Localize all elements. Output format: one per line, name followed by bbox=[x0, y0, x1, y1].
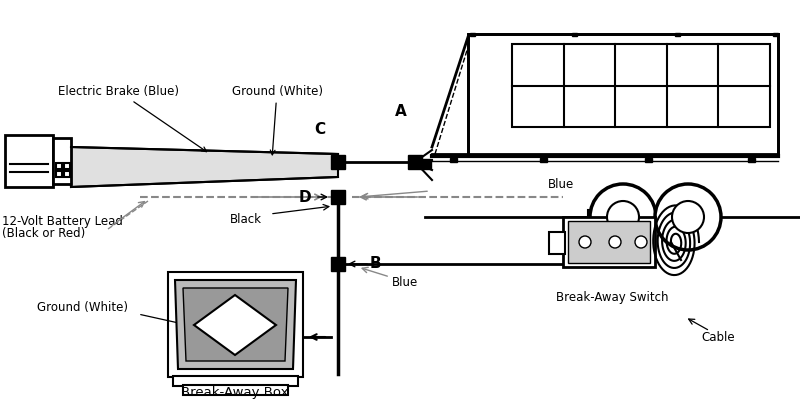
Bar bbox=[173, 376, 298, 386]
Bar bbox=[56, 172, 62, 177]
Bar bbox=[549, 232, 565, 254]
Bar bbox=[421, 160, 431, 170]
Text: Blue: Blue bbox=[548, 177, 574, 190]
Text: C: C bbox=[314, 122, 326, 137]
Bar bbox=[675, 34, 680, 37]
Polygon shape bbox=[175, 280, 296, 369]
Circle shape bbox=[607, 202, 639, 233]
Circle shape bbox=[655, 185, 721, 250]
Bar bbox=[64, 164, 70, 170]
Circle shape bbox=[672, 202, 704, 233]
Bar bbox=[540, 159, 547, 162]
Bar bbox=[588, 211, 716, 222]
Text: Electric Brake (Blue): Electric Brake (Blue) bbox=[58, 85, 206, 152]
Bar bbox=[773, 34, 778, 37]
Bar bbox=[568, 222, 650, 263]
Bar bbox=[56, 164, 62, 170]
Bar bbox=[408, 156, 422, 170]
Bar bbox=[64, 172, 70, 177]
Circle shape bbox=[635, 237, 647, 248]
Bar bbox=[645, 159, 652, 162]
Text: D: D bbox=[298, 190, 311, 205]
Polygon shape bbox=[71, 148, 338, 188]
Bar bbox=[53, 139, 71, 185]
Text: A: A bbox=[395, 104, 407, 119]
Bar bbox=[512, 45, 770, 128]
Bar bbox=[5, 136, 53, 188]
Text: Blue: Blue bbox=[392, 275, 418, 288]
Text: Ground (White): Ground (White) bbox=[37, 301, 128, 314]
Text: B: B bbox=[369, 255, 381, 270]
Bar bbox=[331, 156, 345, 170]
Bar bbox=[572, 34, 577, 37]
Text: Cable: Cable bbox=[701, 331, 735, 344]
Bar bbox=[183, 385, 288, 395]
Polygon shape bbox=[194, 295, 276, 355]
Text: Break-Away Switch: Break-Away Switch bbox=[556, 291, 668, 304]
Bar bbox=[450, 159, 457, 162]
Bar bbox=[168, 272, 303, 377]
Circle shape bbox=[579, 237, 591, 248]
Text: (Black or Red): (Black or Red) bbox=[2, 227, 86, 240]
Bar bbox=[331, 190, 345, 205]
Text: Ground (White): Ground (White) bbox=[231, 85, 322, 156]
Bar bbox=[563, 217, 655, 267]
Bar bbox=[470, 34, 475, 37]
Circle shape bbox=[590, 185, 656, 250]
Bar bbox=[331, 257, 345, 271]
Text: Break-Away Box: Break-Away Box bbox=[182, 386, 289, 399]
Text: Black: Black bbox=[230, 213, 262, 226]
Bar bbox=[748, 159, 755, 162]
Bar bbox=[468, 35, 778, 155]
Text: 12-Volt Battery Lead: 12-Volt Battery Lead bbox=[2, 215, 123, 228]
Polygon shape bbox=[183, 288, 288, 361]
Circle shape bbox=[609, 237, 621, 248]
